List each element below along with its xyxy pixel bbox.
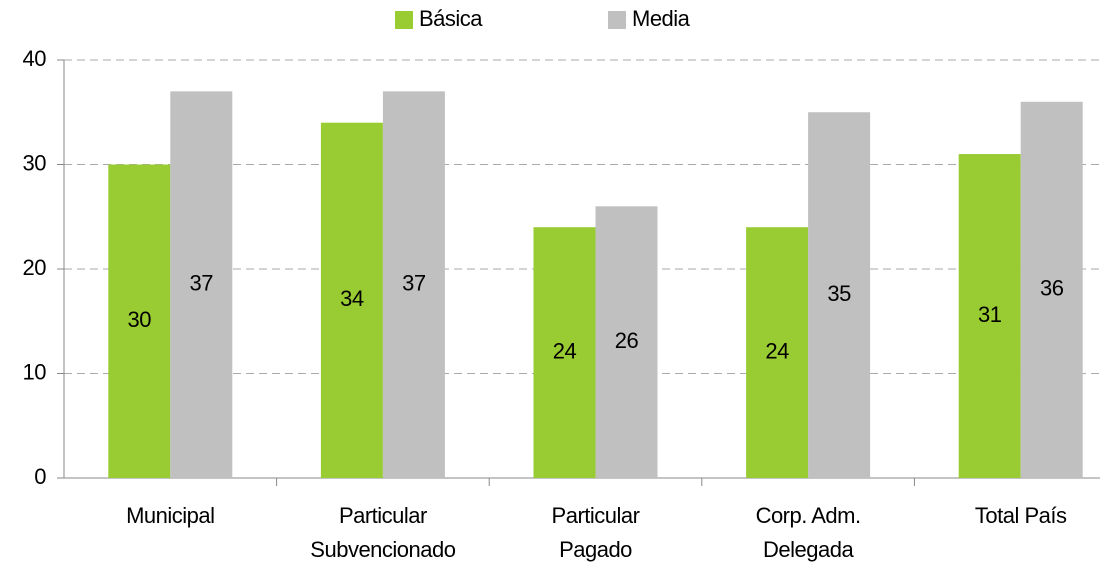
bar xyxy=(746,227,809,478)
data-label: 37 xyxy=(402,270,426,295)
data-label: 34 xyxy=(340,286,364,311)
y-tick-label: 0 xyxy=(34,464,46,489)
x-tick-label: Delegada xyxy=(763,537,854,562)
data-label: 24 xyxy=(553,338,577,363)
legend-label: Media xyxy=(632,6,691,31)
bar xyxy=(808,112,871,478)
y-tick-label: 20 xyxy=(23,255,47,280)
data-label: 30 xyxy=(128,307,152,332)
y-tick-label: 40 xyxy=(23,46,47,71)
legend-label: Básica xyxy=(419,6,483,31)
bar xyxy=(958,154,1021,479)
x-tick-label: Subvencionado xyxy=(310,537,455,562)
y-tick-label: 30 xyxy=(23,150,47,175)
bar xyxy=(533,227,596,478)
x-tick-label: Particular xyxy=(552,503,640,528)
data-label: 36 xyxy=(1040,276,1064,301)
data-label: 24 xyxy=(765,338,789,363)
data-label: 35 xyxy=(827,281,851,306)
legend-swatch xyxy=(395,11,413,29)
bar xyxy=(595,206,658,479)
x-tick-label: Total País xyxy=(975,503,1067,528)
x-tick-label: Pagado xyxy=(559,537,632,562)
x-tick-label: Corp. Adm. xyxy=(756,503,861,528)
bar xyxy=(108,164,171,478)
y-tick-label: 10 xyxy=(23,359,47,384)
bar xyxy=(320,122,383,478)
bar xyxy=(1020,101,1083,479)
bar xyxy=(170,91,233,478)
data-label: 37 xyxy=(190,270,214,295)
data-label: 26 xyxy=(615,328,639,353)
x-tick-label: Municipal xyxy=(126,503,214,528)
bar xyxy=(382,91,445,478)
x-tick-label: Particular xyxy=(339,503,427,528)
data-label: 31 xyxy=(978,302,1002,327)
legend-swatch xyxy=(608,11,626,29)
